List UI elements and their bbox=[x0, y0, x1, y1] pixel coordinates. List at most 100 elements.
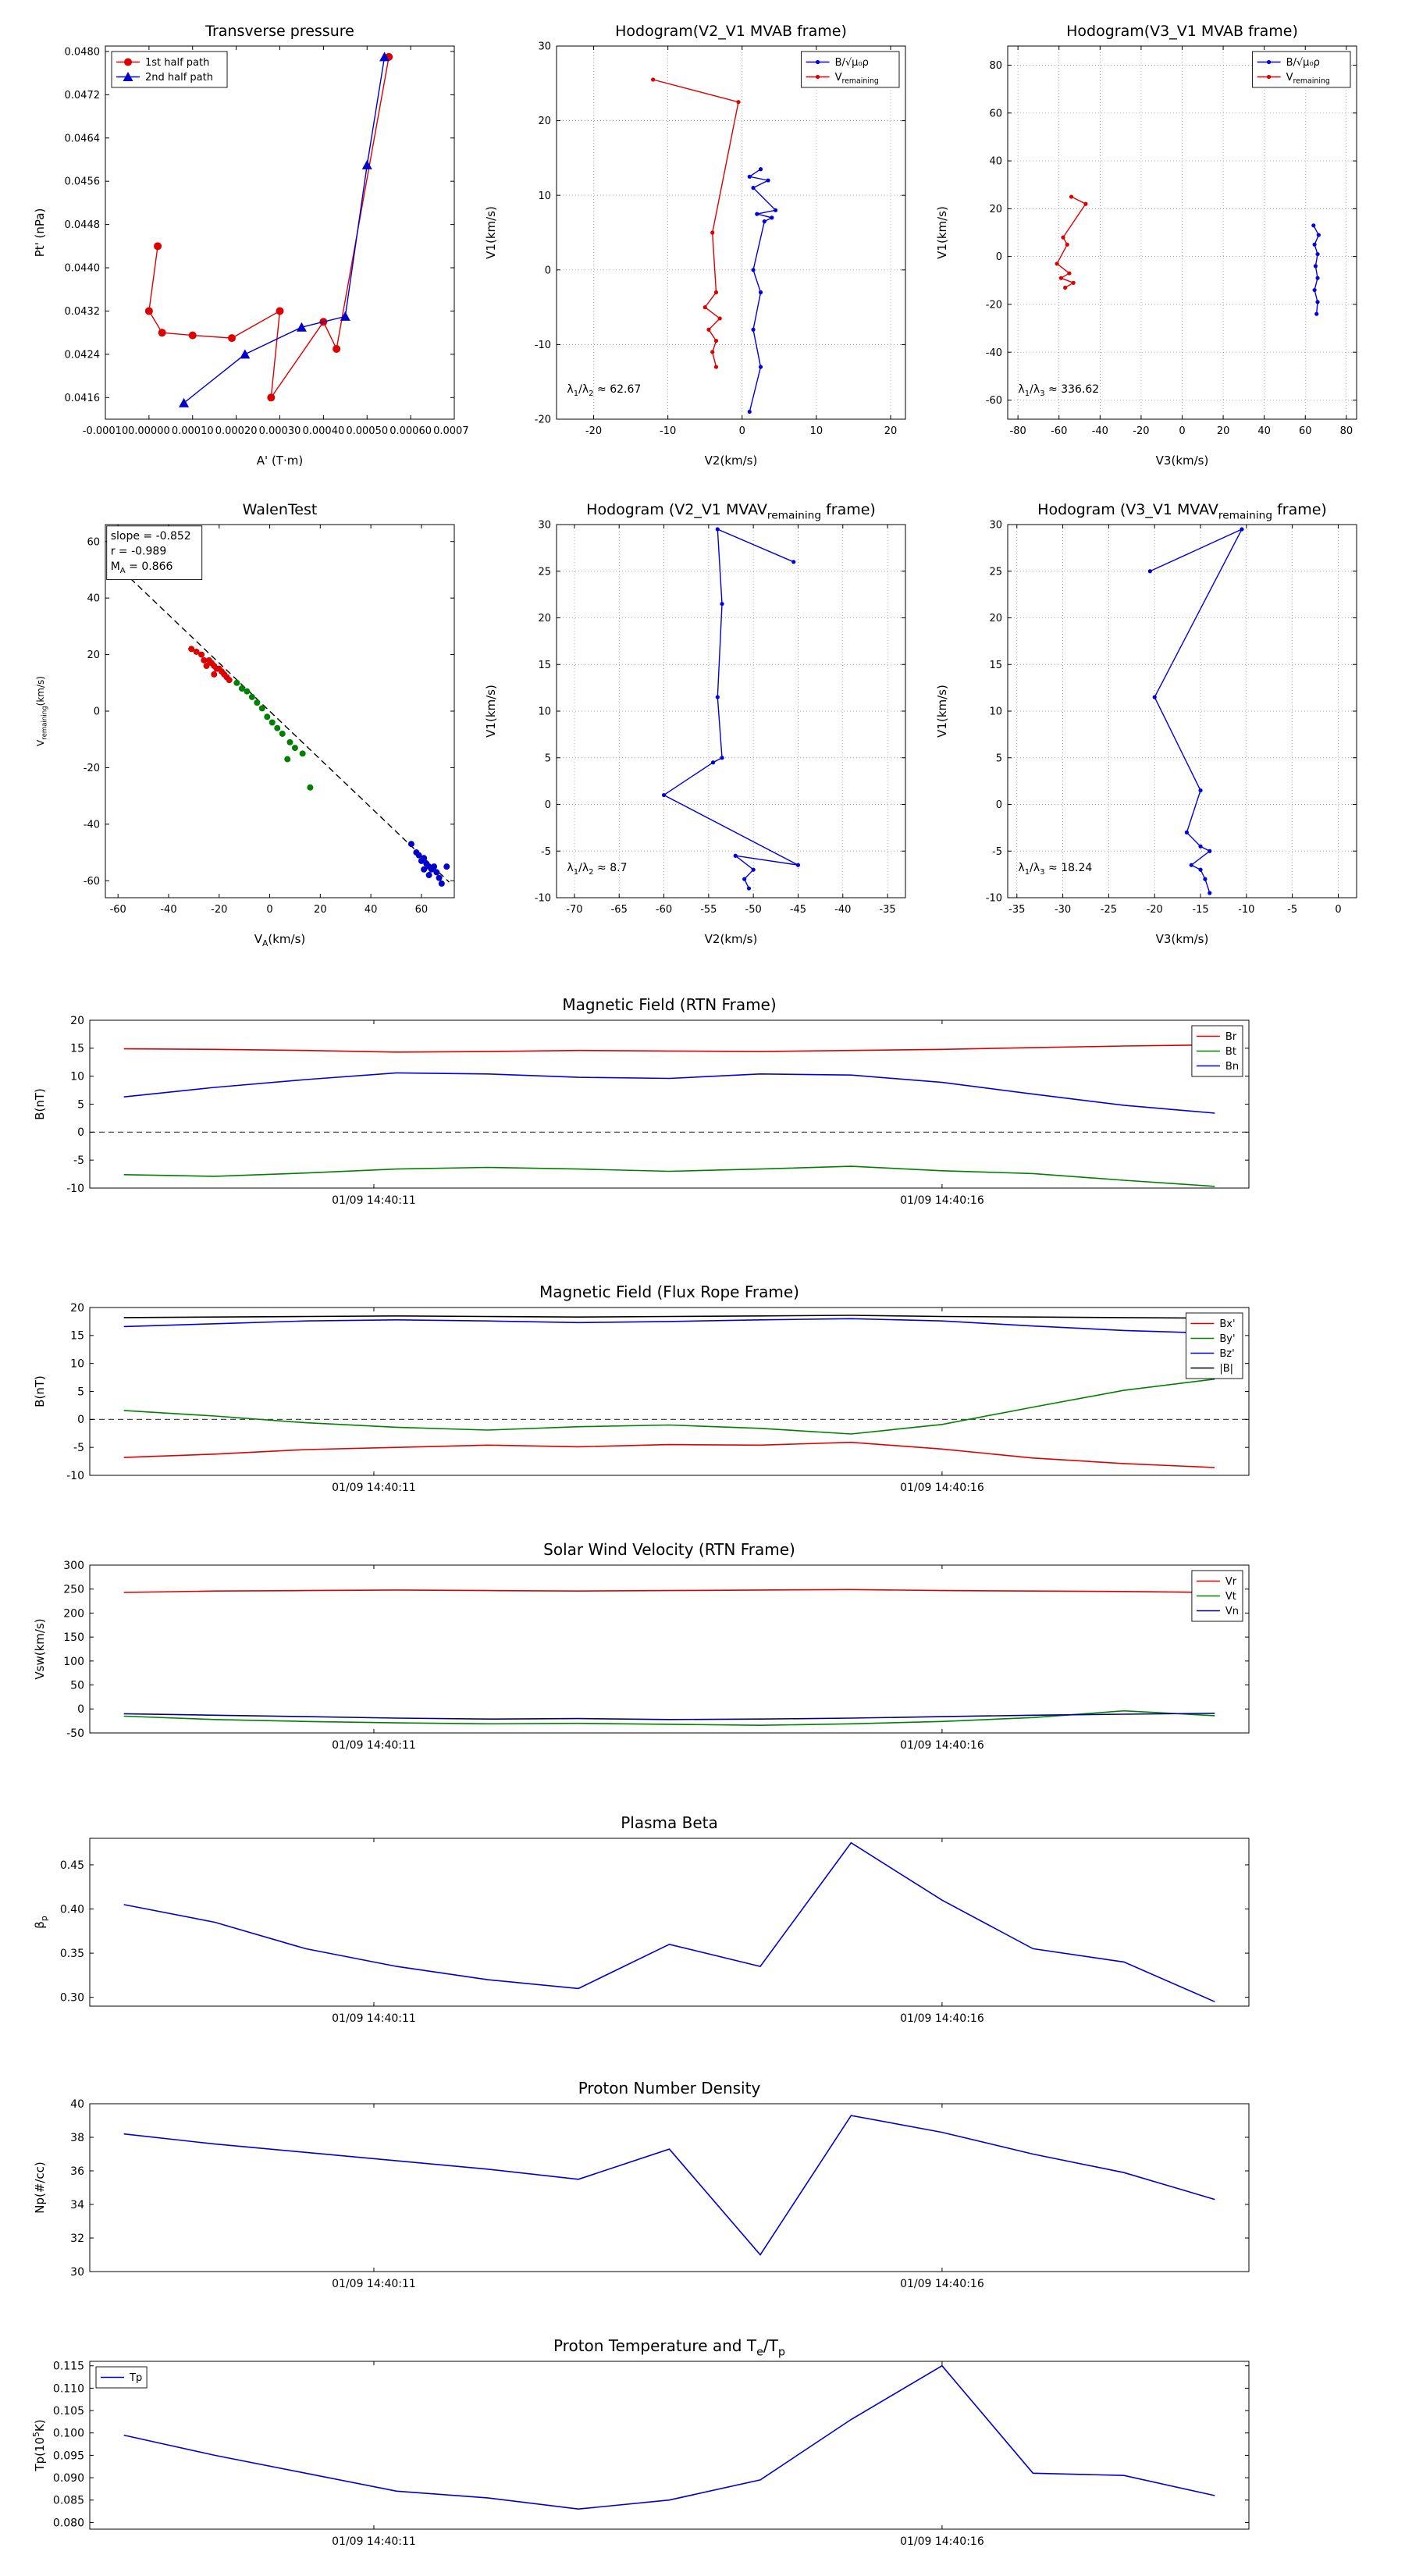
svg-text:Vremaining: Vremaining bbox=[1286, 72, 1330, 86]
svg-text:01/09 14:40:16: 01/09 14:40:16 bbox=[900, 1482, 984, 1494]
svg-text:-20: -20 bbox=[84, 763, 100, 774]
svg-text:-0.00010: -0.00010 bbox=[83, 425, 128, 437]
svg-text:-35: -35 bbox=[1008, 904, 1025, 916]
svg-text:Vr: Vr bbox=[1225, 1576, 1237, 1588]
svg-text:0.00000: 0.00000 bbox=[128, 425, 170, 437]
svg-text:15: 15 bbox=[989, 660, 1002, 671]
svg-text:1st half path: 1st half path bbox=[145, 57, 209, 69]
chart-svg-walen-test: -60 -40 -20 0 20 40 60 -60 -40 -20 0 20 40 60 WalenTes… bbox=[35, 501, 455, 948]
svg-text:WalenTest: WalenTest bbox=[243, 501, 318, 518]
svg-text:Bz': Bz' bbox=[1219, 1348, 1234, 1360]
svg-text:01/09 14:40:16: 01/09 14:40:16 bbox=[900, 1739, 984, 1752]
svg-text:-70: -70 bbox=[566, 904, 582, 916]
svg-text:01/09 14:40:16: 01/09 14:40:16 bbox=[900, 2012, 984, 2025]
svg-text:30: 30 bbox=[538, 520, 551, 532]
svg-text:0.0448: 0.0448 bbox=[65, 219, 101, 231]
chart-proton-number-density: 01/09 14:40:11 01/09 14:40:16 30 32 34 36 38 40… bbox=[31, 2076, 1374, 2307]
chart-walen-test: -60 -40 -20 0 20 40 60 -60 -40 -20 0 20 40 60 WalenTes… bbox=[31, 490, 468, 951]
svg-text:5: 5 bbox=[545, 753, 551, 764]
svg-text:-20: -20 bbox=[1133, 425, 1149, 437]
svg-text:Solar Wind Velocity (RTN Frame: Solar Wind Velocity (RTN Frame) bbox=[543, 1540, 795, 1559]
svg-text:100: 100 bbox=[63, 1656, 84, 1668]
svg-text:0.00060: 0.00060 bbox=[389, 425, 432, 437]
svg-text:30: 30 bbox=[538, 41, 551, 53]
svg-text:0.00020: 0.00020 bbox=[215, 425, 258, 437]
svg-text:20: 20 bbox=[884, 425, 898, 437]
svg-text:Transverse pressure: Transverse pressure bbox=[205, 23, 354, 40]
svg-text:Bn: Bn bbox=[1225, 1061, 1239, 1073]
svg-text:Bx': Bx' bbox=[1219, 1318, 1235, 1330]
svg-text:0: 0 bbox=[1335, 904, 1341, 916]
svg-text:25: 25 bbox=[989, 566, 1002, 578]
svg-text:λ1/λ3 ≈ 18.24: λ1/λ3 ≈ 18.24 bbox=[1018, 862, 1092, 877]
svg-text:0.105: 0.105 bbox=[53, 2405, 84, 2418]
svg-text:-35: -35 bbox=[879, 904, 895, 916]
svg-text:0.0432: 0.0432 bbox=[65, 306, 101, 318]
svg-text:01/09 14:40:11: 01/09 14:40:11 bbox=[332, 1482, 416, 1494]
svg-text:-20: -20 bbox=[986, 299, 1002, 311]
svg-text:Pt' (nPa): Pt' (nPa) bbox=[33, 208, 47, 258]
svg-text:Vremaining: Vremaining bbox=[835, 72, 879, 86]
svg-text:-50: -50 bbox=[745, 904, 762, 916]
svg-text:Hodogram(V2_V1 MVAB frame): Hodogram(V2_V1 MVAB frame) bbox=[615, 23, 847, 40]
svg-text:32: 32 bbox=[70, 2233, 84, 2245]
svg-text:-10: -10 bbox=[66, 1183, 84, 1195]
svg-text:B/√μ₀ρ: B/√μ₀ρ bbox=[835, 57, 869, 69]
svg-text:20: 20 bbox=[538, 613, 551, 624]
svg-text:-80: -80 bbox=[1010, 425, 1026, 437]
svg-text:By': By' bbox=[1219, 1333, 1235, 1345]
svg-text:0.095: 0.095 bbox=[53, 2450, 84, 2462]
svg-text:0.35: 0.35 bbox=[60, 1948, 84, 1960]
svg-text:0: 0 bbox=[77, 1126, 84, 1139]
svg-text:-5: -5 bbox=[992, 846, 1002, 858]
svg-text:-40: -40 bbox=[1092, 425, 1108, 437]
svg-text:-10: -10 bbox=[535, 340, 551, 351]
svg-text:01/09 14:40:11: 01/09 14:40:11 bbox=[332, 1194, 416, 1207]
svg-text:50: 50 bbox=[70, 1679, 84, 1692]
svg-text:-20: -20 bbox=[585, 425, 602, 437]
svg-text:Np(#/cc): Np(#/cc) bbox=[33, 2161, 47, 2214]
svg-text:36: 36 bbox=[70, 2165, 84, 2178]
svg-text:0.080: 0.080 bbox=[53, 2517, 84, 2529]
chart-svg-solar-wind-velocity-rtn: 01/09 14:40:11 01/09 14:40:16 -50 0 50 100 150… bbox=[33, 1540, 1250, 1752]
svg-text:Hodogram (V3_V1 MVAVremaining: Hodogram (V3_V1 MVAVremaining frame) bbox=[1037, 501, 1327, 521]
svg-text:-40: -40 bbox=[986, 347, 1002, 359]
svg-text:250: 250 bbox=[63, 1584, 84, 1596]
svg-text:25: 25 bbox=[538, 566, 551, 578]
svg-text:200: 200 bbox=[63, 1607, 84, 1620]
chart-hodogram-v3v1-mvab: -80 -60 -40 -20 0 20 40 60 80 -60 -40 -20 0 20 40 60 80 H… bbox=[934, 12, 1371, 472]
svg-text:40: 40 bbox=[989, 156, 1002, 168]
svg-text:Vt: Vt bbox=[1225, 1591, 1236, 1603]
svg-text:38: 38 bbox=[70, 2132, 84, 2144]
chart-transverse-pressure: -0.00010 0.00000 0.00010 0.00020 0.00030 0.00… bbox=[31, 12, 468, 472]
svg-text:0.100: 0.100 bbox=[53, 2428, 84, 2440]
chart-solar-wind-velocity: 01/09 14:40:11 01/09 14:40:16 -50 0 50 100 150… bbox=[31, 1538, 1374, 1768]
svg-text:βp: βp bbox=[33, 1916, 49, 1929]
svg-text:10: 10 bbox=[70, 1071, 84, 1083]
svg-text:0.45: 0.45 bbox=[60, 1859, 84, 1872]
svg-text:10: 10 bbox=[989, 706, 1002, 718]
svg-text:01/09 14:40:11: 01/09 14:40:11 bbox=[332, 2012, 416, 2025]
svg-text:-60: -60 bbox=[656, 904, 672, 916]
svg-text:-55: -55 bbox=[700, 904, 717, 916]
svg-text:-5: -5 bbox=[1287, 904, 1297, 916]
svg-text:-40: -40 bbox=[834, 904, 851, 916]
svg-text:01/09 14:40:11: 01/09 14:40:11 bbox=[332, 2278, 416, 2290]
svg-text:0: 0 bbox=[545, 799, 551, 811]
svg-text:20: 20 bbox=[70, 1302, 84, 1315]
svg-text:01/09 14:40:11: 01/09 14:40:11 bbox=[332, 1739, 416, 1752]
svg-text:80: 80 bbox=[989, 60, 1002, 72]
svg-text:5: 5 bbox=[996, 753, 1002, 764]
svg-text:01/09 14:40:16: 01/09 14:40:16 bbox=[900, 2535, 984, 2548]
svg-text:0.00010: 0.00010 bbox=[172, 425, 214, 437]
svg-text:λ1/λ2 ≈ 8.7: λ1/λ2 ≈ 8.7 bbox=[567, 862, 627, 877]
svg-text:0.0440: 0.0440 bbox=[65, 263, 101, 275]
svg-text:-10: -10 bbox=[535, 893, 551, 905]
svg-text:V1(km/s): V1(km/s) bbox=[935, 685, 949, 738]
svg-text:0: 0 bbox=[77, 1414, 84, 1426]
svg-text:10: 10 bbox=[810, 425, 823, 437]
svg-text:Bt: Bt bbox=[1225, 1046, 1236, 1058]
svg-text:80: 80 bbox=[1340, 425, 1353, 437]
chart-svg-plasma-beta: 01/09 14:40:11 01/09 14:40:16 0.30 0.35 0.40… bbox=[33, 1813, 1250, 2025]
svg-text:Br: Br bbox=[1225, 1031, 1237, 1043]
